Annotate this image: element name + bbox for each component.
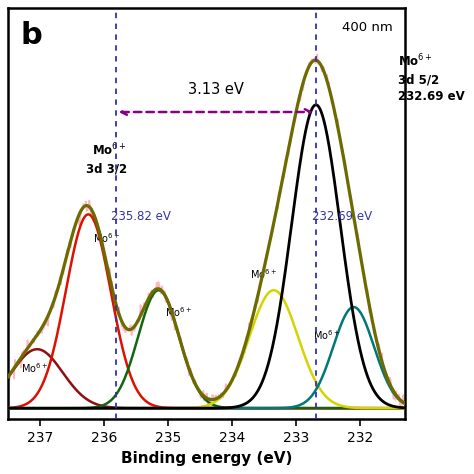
Text: 235.82 eV: 235.82 eV xyxy=(111,210,171,223)
Text: Mo$^{6+}$: Mo$^{6+}$ xyxy=(165,306,192,319)
Text: 232.69 eV: 232.69 eV xyxy=(312,210,372,223)
Text: Mo$^{6+}$
3d 3/2: Mo$^{6+}$ 3d 3/2 xyxy=(85,142,127,175)
Text: b: b xyxy=(20,21,42,50)
X-axis label: Binding energy (eV): Binding energy (eV) xyxy=(121,451,292,465)
Text: Mo$^{6+}$: Mo$^{6+}$ xyxy=(250,267,277,281)
Text: Mo$^{6+}$: Mo$^{6+}$ xyxy=(93,231,120,245)
Text: Mo$^{6+}$: Mo$^{6+}$ xyxy=(21,361,48,375)
Text: 3.13 eV: 3.13 eV xyxy=(188,82,244,97)
Text: 400 nm: 400 nm xyxy=(342,21,393,34)
Text: Mo$^{6+}$
3d 5/2
232.69 eV: Mo$^{6+}$ 3d 5/2 232.69 eV xyxy=(399,53,465,103)
Text: Mo$^{6+}$: Mo$^{6+}$ xyxy=(313,328,339,342)
